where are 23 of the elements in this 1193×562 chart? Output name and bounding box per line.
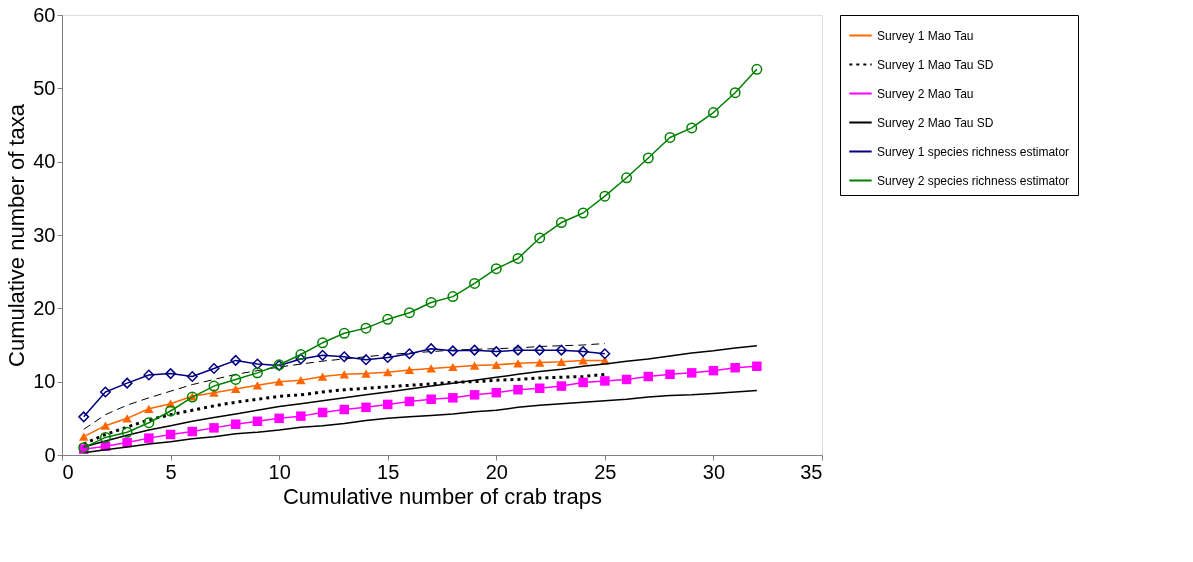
legend-label: Survey 1 Mao Tau SD bbox=[877, 57, 994, 72]
x-tick-label: 35 bbox=[800, 460, 823, 483]
y-tick-label: 60 bbox=[33, 3, 56, 26]
x-tick-label: 25 bbox=[594, 460, 617, 483]
y-tick-label: 0 bbox=[44, 443, 56, 466]
y-axis-title: Cumulative number of taxa bbox=[4, 103, 30, 367]
legend-label: Survey 1 species richness estimator bbox=[877, 144, 1070, 159]
x-tick-label: 15 bbox=[377, 460, 400, 483]
x-tick-label: 10 bbox=[268, 460, 291, 483]
x-tick-label: 5 bbox=[165, 460, 177, 483]
y-tick-label: 50 bbox=[33, 76, 56, 99]
legend-label: Survey 2 Mao Tau SD bbox=[877, 115, 994, 130]
y-tick-label: 10 bbox=[33, 370, 56, 393]
legend-label: Survey 2 Mao Tau bbox=[877, 86, 974, 101]
x-tick-label: 20 bbox=[485, 460, 508, 483]
legend-label: Survey 1 Mao Tau bbox=[877, 28, 974, 43]
y-tick-label: 20 bbox=[33, 296, 56, 319]
x-tick-label: 0 bbox=[62, 460, 74, 483]
y-tick-label: 30 bbox=[33, 223, 56, 246]
legend-label: Survey 2 species richness estimator bbox=[877, 173, 1070, 188]
x-axis-title: Cumulative number of crab traps bbox=[282, 483, 603, 509]
y-tick-label: 40 bbox=[33, 150, 56, 173]
x-tick-label: 30 bbox=[702, 460, 726, 483]
